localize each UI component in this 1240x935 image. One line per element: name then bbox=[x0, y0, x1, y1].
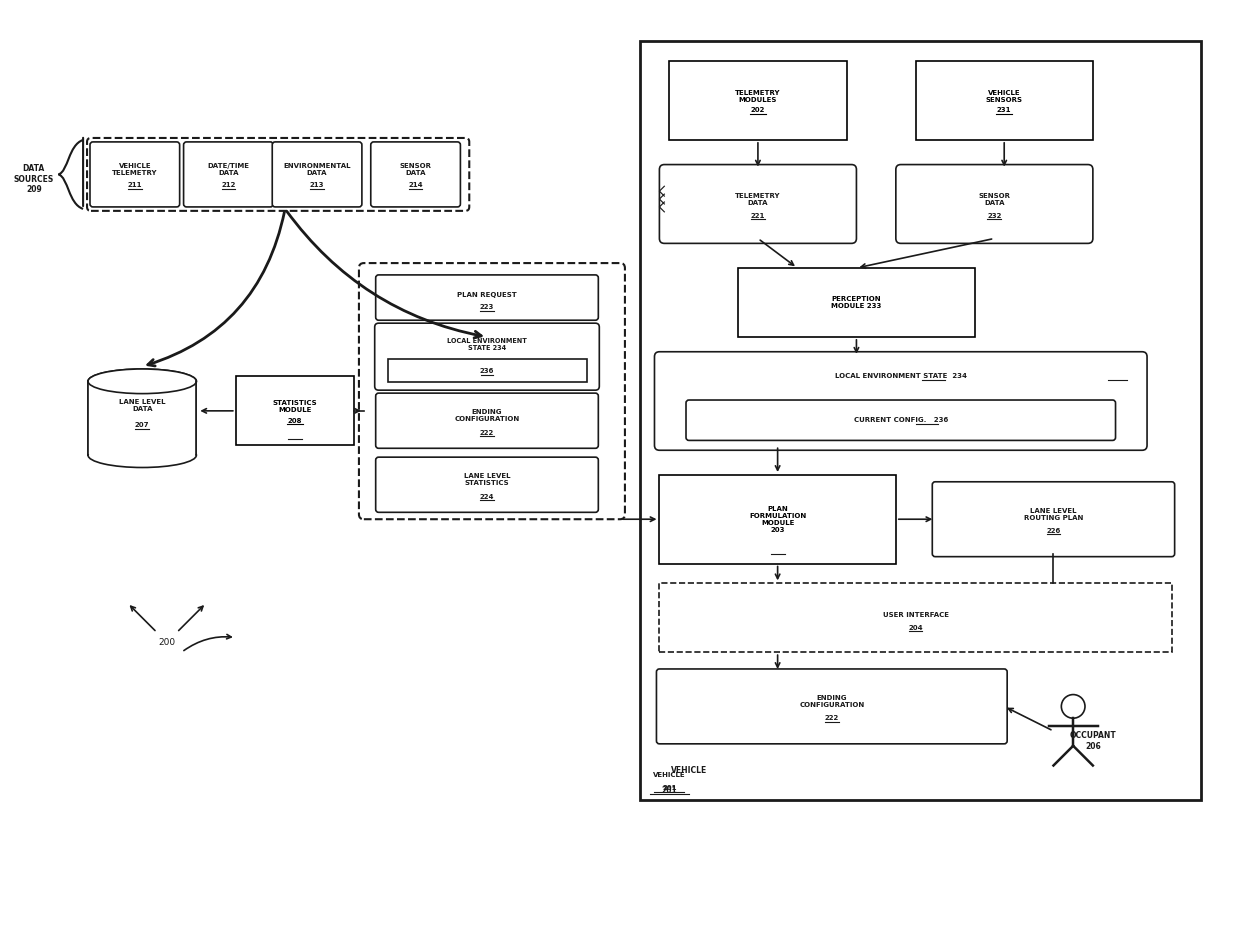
Text: 221: 221 bbox=[750, 213, 765, 219]
Text: DATA
SOURCES
209: DATA SOURCES 209 bbox=[14, 165, 55, 194]
FancyBboxPatch shape bbox=[388, 359, 587, 382]
FancyBboxPatch shape bbox=[376, 393, 599, 448]
Bar bbox=[88, 381, 196, 454]
Text: 213: 213 bbox=[310, 182, 325, 188]
Text: 223: 223 bbox=[480, 305, 495, 310]
Text: 224: 224 bbox=[480, 494, 495, 499]
Ellipse shape bbox=[88, 369, 196, 394]
FancyBboxPatch shape bbox=[660, 165, 857, 243]
Text: STATISTICS
MODULE: STATISTICS MODULE bbox=[273, 400, 317, 413]
FancyBboxPatch shape bbox=[376, 457, 599, 512]
FancyBboxPatch shape bbox=[358, 263, 625, 519]
Text: 222: 222 bbox=[480, 429, 494, 436]
Text: LANE LEVEL
ROUTING PLAN: LANE LEVEL ROUTING PLAN bbox=[1024, 508, 1084, 521]
Circle shape bbox=[1061, 695, 1085, 718]
Text: ENDING
CONFIGURATION: ENDING CONFIGURATION bbox=[454, 410, 520, 423]
Text: PERCEPTION
MODULE 233: PERCEPTION MODULE 233 bbox=[831, 296, 882, 309]
Text: 200: 200 bbox=[159, 638, 175, 647]
Text: 204: 204 bbox=[908, 625, 923, 630]
Text: DATE/TIME
DATA: DATE/TIME DATA bbox=[207, 163, 249, 176]
Bar bbox=[640, 41, 1202, 800]
FancyBboxPatch shape bbox=[655, 352, 1147, 451]
Text: LANE LEVEL
DATA: LANE LEVEL DATA bbox=[119, 399, 165, 412]
FancyBboxPatch shape bbox=[656, 669, 1007, 744]
FancyBboxPatch shape bbox=[371, 142, 460, 207]
Text: ENDING
CONFIGURATION: ENDING CONFIGURATION bbox=[800, 695, 864, 708]
Text: PLAN REQUEST: PLAN REQUEST bbox=[458, 292, 517, 297]
Text: 232: 232 bbox=[987, 213, 1002, 219]
Text: LANE LEVEL
STATISTICS: LANE LEVEL STATISTICS bbox=[464, 473, 510, 486]
Bar bbox=[660, 583, 1172, 653]
Text: 201: 201 bbox=[661, 785, 677, 795]
Bar bbox=[88, 381, 196, 455]
Ellipse shape bbox=[88, 369, 196, 394]
FancyBboxPatch shape bbox=[91, 142, 180, 207]
Text: OCCUPANT
206: OCCUPANT 206 bbox=[1069, 731, 1116, 751]
Text: 231: 231 bbox=[997, 108, 1012, 113]
Text: VEHICLE: VEHICLE bbox=[671, 766, 707, 775]
Text: TELEMETRY
MODULES: TELEMETRY MODULES bbox=[735, 90, 781, 103]
Text: 212: 212 bbox=[221, 182, 236, 188]
Text: VEHICLE
TELEMETRY: VEHICLE TELEMETRY bbox=[112, 163, 157, 176]
Text: 214: 214 bbox=[408, 182, 423, 188]
Text: VEHICLE
SENSORS: VEHICLE SENSORS bbox=[986, 90, 1023, 103]
Text: TELEMETRY
DATA: TELEMETRY DATA bbox=[735, 193, 781, 206]
Text: LOCAL ENVIRONMENT STATE  234: LOCAL ENVIRONMENT STATE 234 bbox=[835, 373, 967, 380]
Text: 208: 208 bbox=[288, 418, 303, 424]
Text: PLAN
FORMULATION
MODULE
203: PLAN FORMULATION MODULE 203 bbox=[749, 506, 806, 533]
Text: ENVIRONMENTAL
DATA: ENVIRONMENTAL DATA bbox=[283, 163, 351, 176]
FancyBboxPatch shape bbox=[660, 475, 895, 564]
Text: SENSOR
DATA: SENSOR DATA bbox=[978, 193, 1011, 206]
Text: CURRENT CONFIG.   236: CURRENT CONFIG. 236 bbox=[853, 417, 947, 424]
FancyBboxPatch shape bbox=[236, 377, 353, 445]
Text: USER INTERFACE: USER INTERFACE bbox=[883, 611, 949, 618]
FancyBboxPatch shape bbox=[915, 61, 1092, 140]
Text: VEHICLE: VEHICLE bbox=[653, 772, 686, 778]
Text: 207: 207 bbox=[135, 422, 150, 428]
Text: 211: 211 bbox=[128, 182, 143, 188]
Text: LOCAL ENVIRONMENT
STATE 234: LOCAL ENVIRONMENT STATE 234 bbox=[448, 338, 527, 352]
FancyBboxPatch shape bbox=[273, 142, 362, 207]
Text: 226: 226 bbox=[1047, 528, 1060, 534]
Text: 236: 236 bbox=[480, 368, 495, 374]
FancyBboxPatch shape bbox=[738, 268, 975, 337]
FancyBboxPatch shape bbox=[184, 142, 273, 207]
FancyBboxPatch shape bbox=[686, 400, 1116, 440]
FancyBboxPatch shape bbox=[895, 165, 1092, 243]
Text: 202: 202 bbox=[750, 108, 765, 113]
FancyBboxPatch shape bbox=[932, 482, 1174, 556]
Text: SENSOR
DATA: SENSOR DATA bbox=[399, 163, 432, 176]
Text: 201: 201 bbox=[662, 785, 677, 791]
FancyBboxPatch shape bbox=[376, 275, 599, 320]
FancyBboxPatch shape bbox=[670, 61, 847, 140]
Ellipse shape bbox=[88, 443, 196, 468]
Text: 222: 222 bbox=[825, 715, 839, 721]
FancyBboxPatch shape bbox=[374, 324, 599, 390]
